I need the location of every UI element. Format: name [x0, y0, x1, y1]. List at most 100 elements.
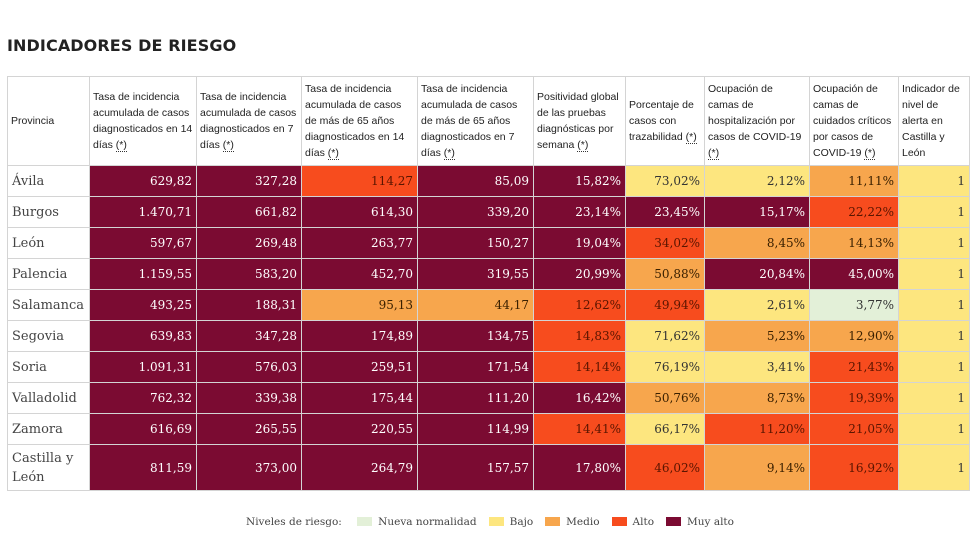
province-cell: Soria	[7, 351, 90, 383]
value-cell: 73,02%	[625, 165, 705, 197]
value-cell: 50,76%	[625, 382, 705, 414]
value-cell: 175,44	[301, 382, 418, 414]
value-cell: 85,09	[417, 165, 534, 197]
province-cell: León	[7, 227, 90, 259]
value-cell: 1	[898, 351, 970, 383]
value-cell: 46,02%	[625, 444, 705, 491]
footnote-link[interactable]: (*)	[577, 139, 589, 152]
column-header: Tasa de incidencia acumulada de casos di…	[89, 76, 197, 166]
legend-swatch	[611, 516, 627, 526]
value-cell: 66,17%	[625, 413, 705, 445]
value-cell: 14,41%	[533, 413, 626, 445]
value-cell: 1	[898, 413, 970, 445]
risk-indicators-table: Provincia Tasa de incidencia acumulada de…	[7, 76, 970, 491]
value-cell: 639,83	[89, 320, 197, 352]
value-cell: 1	[898, 196, 970, 228]
table-row: Segovia 639,83 347,28 174,89 134,75 14,83% 71,…	[7, 320, 970, 352]
value-cell: 629,82	[89, 165, 197, 197]
value-cell: 452,70	[301, 258, 418, 290]
value-cell: 264,79	[301, 444, 418, 491]
column-header: Ocupación de camas de hospitalización po…	[704, 76, 810, 166]
footnote-link[interactable]: (*)	[115, 139, 127, 152]
value-cell: 16,42%	[533, 382, 626, 414]
legend-swatch	[545, 516, 561, 526]
value-cell: 14,13%	[809, 227, 899, 259]
value-cell: 23,14%	[533, 196, 626, 228]
province-cell: Burgos	[7, 196, 90, 228]
column-header-text: Positividad global de las pruebas diagnó…	[537, 91, 619, 151]
column-header: Tasa de incidencia acumulada de casos di…	[196, 76, 302, 166]
value-cell: 1	[898, 444, 970, 491]
value-cell: 17,80%	[533, 444, 626, 491]
risk-legend: Niveles de riesgo: Nueva normalidad Bajo M…	[0, 516, 980, 528]
table-row: Ávila 629,82 327,28 114,27 85,09 15,82% 73,02%…	[7, 165, 970, 197]
column-header-text: Indicador de nivel de alerta en Castilla…	[902, 83, 960, 159]
value-cell: 661,82	[196, 196, 302, 228]
column-header-text: Tasa de incidencia acumulada de casos de…	[305, 83, 405, 159]
legend-item-label: Alto	[632, 516, 655, 528]
value-cell: 114,99	[417, 413, 534, 445]
value-cell: 20,99%	[533, 258, 626, 290]
value-cell: 95,13	[301, 289, 418, 321]
legend-swatch	[488, 516, 504, 526]
legend-label: Niveles de riesgo:	[246, 516, 342, 528]
value-cell: 1	[898, 289, 970, 321]
table-body: Ávila 629,82 327,28 114,27 85,09 15,82% 73,02%…	[7, 165, 970, 491]
footnote-link[interactable]: (*)	[443, 147, 455, 160]
value-cell: 1	[898, 165, 970, 197]
column-header-text: Tasa de incidencia acumulada de casos di…	[93, 91, 193, 151]
value-cell: 44,17	[417, 289, 534, 321]
value-cell: 22,22%	[809, 196, 899, 228]
value-cell: 259,51	[301, 351, 418, 383]
value-cell: 11,20%	[704, 413, 810, 445]
value-cell: 811,59	[89, 444, 197, 491]
footnote-link[interactable]: (*)	[708, 147, 720, 160]
column-header-text: Tasa de incidencia acumulada de casos de…	[421, 83, 518, 159]
value-cell: 71,62%	[625, 320, 705, 352]
value-cell: 50,88%	[625, 258, 705, 290]
legend-item-medio: Medio	[545, 516, 600, 528]
value-cell: 150,27	[417, 227, 534, 259]
value-cell: 263,77	[301, 227, 418, 259]
value-cell: 373,00	[196, 444, 302, 491]
footnote-link[interactable]: (*)	[327, 147, 339, 160]
footnote-link[interactable]: (*)	[685, 131, 697, 144]
value-cell: 134,75	[417, 320, 534, 352]
province-cell: Valladolid	[7, 382, 90, 414]
value-cell: 19,39%	[809, 382, 899, 414]
value-cell: 14,14%	[533, 351, 626, 383]
legend-item-muyalto: Muy alto	[666, 516, 734, 528]
value-cell: 2,61%	[704, 289, 810, 321]
value-cell: 23,45%	[625, 196, 705, 228]
table-row: Zamora 616,69 265,55 220,55 114,99 14,41% 66,1…	[7, 413, 970, 445]
footnote-link[interactable]: (*)	[864, 147, 876, 160]
value-cell: 493,25	[89, 289, 197, 321]
value-cell: 1	[898, 227, 970, 259]
value-cell: 34,02%	[625, 227, 705, 259]
column-header-text: Provincia	[11, 115, 55, 127]
column-header-text: Ocupación de camas de hospitalización po…	[708, 83, 802, 143]
column-header: Indicador de nivel de alerta en Castilla…	[898, 76, 970, 166]
value-cell: 1.091,31	[89, 351, 197, 383]
column-header: Tasa de incidencia acumulada de casos de…	[301, 76, 418, 166]
legend-swatch	[666, 516, 682, 526]
legend-item-nueva: Nueva normalidad	[357, 516, 477, 528]
value-cell: 76,19%	[625, 351, 705, 383]
value-cell: 5,23%	[704, 320, 810, 352]
value-cell: 16,92%	[809, 444, 899, 491]
value-cell: 339,38	[196, 382, 302, 414]
table-row: Palencia 1.159,55 583,20 452,70 319,55 20,99%…	[7, 258, 970, 290]
value-cell: 49,94%	[625, 289, 705, 321]
province-cell: Ávila	[7, 165, 90, 197]
value-cell: 111,20	[417, 382, 534, 414]
province-cell: Segovia	[7, 320, 90, 352]
table-row: Valladolid 762,32 339,38 175,44 111,20 16,42%…	[7, 382, 970, 414]
value-cell: 762,32	[89, 382, 197, 414]
value-cell: 583,20	[196, 258, 302, 290]
value-cell: 15,82%	[533, 165, 626, 197]
value-cell: 616,69	[89, 413, 197, 445]
table-row: Castilla y León 811,59 373,00 264,79 157,57 1…	[7, 444, 970, 491]
legend-swatch	[357, 516, 373, 526]
province-cell: Salamanca	[7, 289, 90, 321]
footnote-link[interactable]: (*)	[222, 139, 234, 152]
